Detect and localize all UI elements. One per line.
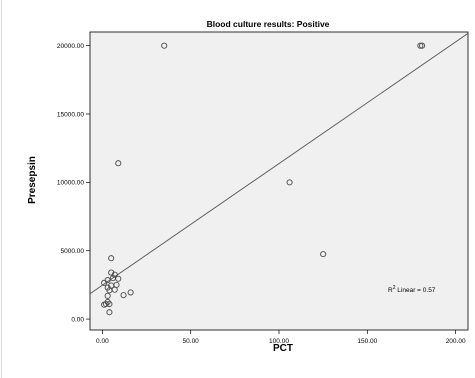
r2-label-suffix: Linear = 0.57 <box>395 287 435 294</box>
data-point <box>106 309 113 316</box>
r2-label-sup: 2 <box>393 285 396 291</box>
y-axis-ticks: 0.00 5000.00 10000.00 15000.00 20000.00 <box>57 43 90 323</box>
data-point <box>115 160 122 167</box>
x-axis-label: PCT <box>273 343 293 354</box>
x-tick-label: 200.00 <box>446 338 466 345</box>
x-tick-label: 100.00 <box>269 338 289 345</box>
x-axis-ticks: 0.00 50.00 100.00 150.00 200.00 <box>96 330 466 345</box>
y-tick-label: 15000.00 <box>57 111 84 118</box>
x-tick-label: 150.00 <box>357 338 377 345</box>
r2-label-prefix: R <box>388 287 393 294</box>
data-point <box>101 279 108 286</box>
plot-area <box>89 31 469 331</box>
data-point <box>127 289 134 296</box>
data-point <box>111 286 118 293</box>
x-tick-label: 50.00 <box>183 338 200 345</box>
y-tick-label: 0.00 <box>71 316 84 323</box>
data-point <box>320 251 327 258</box>
y-tick-label: 10000.00 <box>57 180 84 187</box>
data-point <box>108 255 115 262</box>
data-point <box>111 271 118 278</box>
y-axis-label: Presepsin <box>27 156 38 204</box>
data-point <box>101 301 108 308</box>
fit-line-group <box>89 32 469 295</box>
data-point <box>419 42 426 49</box>
y-tick-label: 20000.00 <box>57 43 84 50</box>
data-point <box>104 292 111 299</box>
x-tick-label: 0.00 <box>96 338 109 345</box>
data-point <box>115 275 122 282</box>
y-tick-label: 5000.00 <box>61 248 85 255</box>
r2-annotation: R2 Linear = 0.57 <box>388 285 436 294</box>
data-point <box>286 179 293 186</box>
chart-title: Blood culture results: Positive <box>207 19 330 29</box>
data-point <box>161 42 168 49</box>
data-point <box>120 292 127 299</box>
data-points <box>101 42 426 316</box>
data-point <box>417 42 424 49</box>
fit-line <box>89 32 469 295</box>
